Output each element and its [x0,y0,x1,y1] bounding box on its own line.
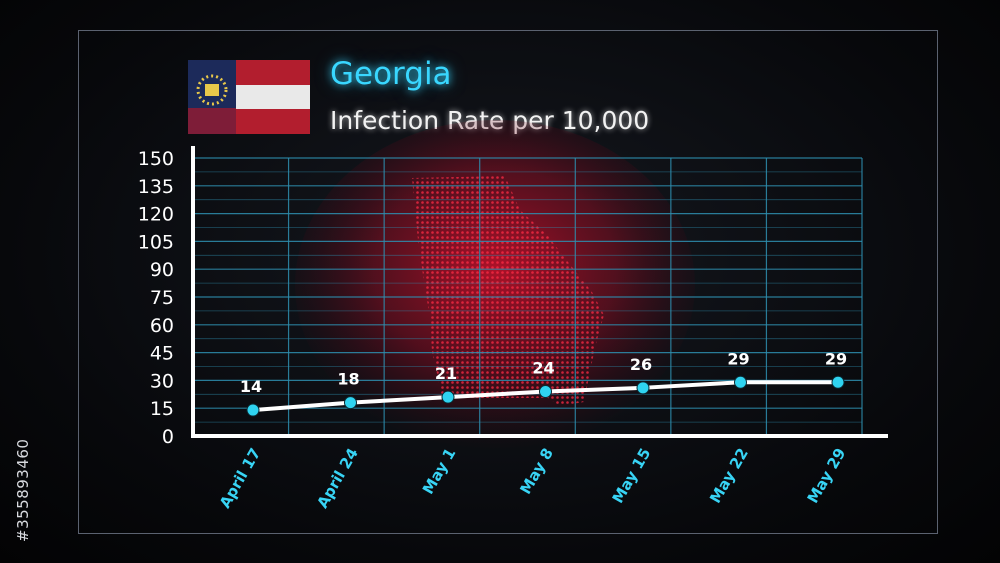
y-tick-label: 15 [150,398,174,420]
x-tick-label: May 8 [516,445,557,497]
y-tick-label: 30 [150,370,174,392]
x-tick-label: May 29 [804,445,850,506]
data-point [441,390,455,404]
georgia-state-map-icon [295,120,695,450]
data-point [539,385,552,399]
y-tick-label: 120 [138,204,174,226]
chart-frame [78,30,938,534]
data-label: 14 [240,377,262,396]
data-label: 24 [532,359,554,378]
data-label: 21 [435,364,457,383]
y-tick-label: 105 [138,231,174,253]
x-tick-label: May 22 [706,445,752,506]
y-tick-label: 90 [150,259,174,281]
y-tick-label: 150 [138,148,174,170]
x-tick-label: April 17 [216,445,265,511]
chart-title: Georgia [330,56,452,92]
data-label: 26 [630,355,652,374]
data-label: 29 [825,349,847,368]
data-point [344,396,357,410]
y-tick-label: 75 [150,287,174,309]
data-point [734,375,747,389]
y-tick-label: 45 [150,343,174,365]
data-label: 29 [727,349,749,368]
data-label: 18 [337,370,359,389]
x-tick-label: May 15 [609,445,655,506]
data-point [246,403,260,417]
y-tick-label: 60 [150,315,174,337]
data-point [831,375,845,389]
y-tick-label: 0 [162,426,174,448]
x-tick-label: April 24 [313,445,362,511]
x-tick-label: May 1 [419,445,460,497]
y-tick-label: 135 [138,176,174,198]
data-point [636,381,650,395]
georgia-state-flag-icon [188,60,310,134]
